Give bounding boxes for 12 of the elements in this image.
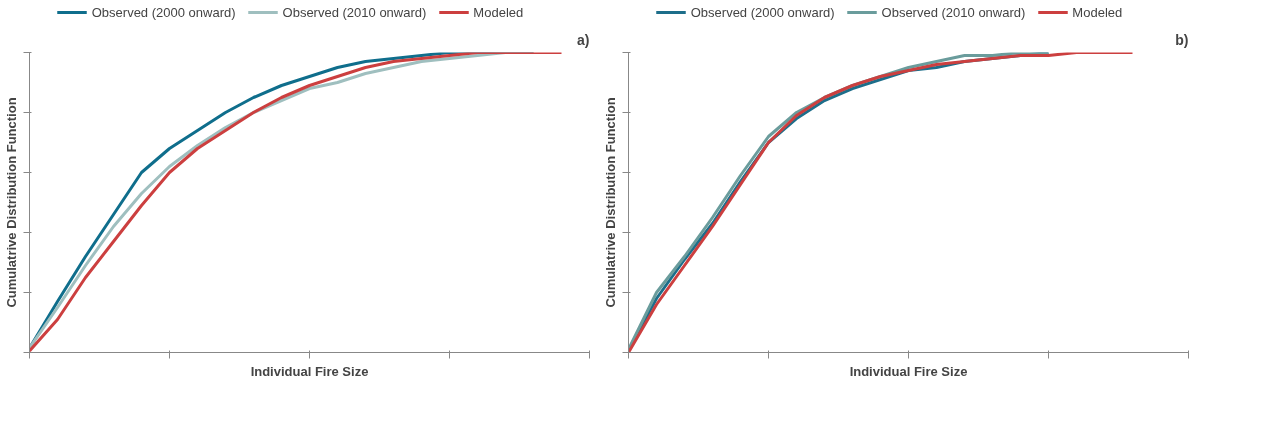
legend-label: Modeled — [473, 4, 524, 20]
text: a) — [577, 31, 590, 48]
x-axis-title: Individual Fire Size — [250, 363, 369, 379]
legend-label: Observed (2010 onward) — [282, 4, 427, 20]
legend-label: Observed (2010 onward) — [881, 4, 1026, 20]
x-axis-title: Individual Fire Size — [849, 363, 968, 379]
legend-label: Modeled — [1072, 4, 1123, 20]
y-axis-title: Cumulatrive Distribution Function — [602, 97, 618, 308]
legend-label: Observed (2000 onward) — [91, 4, 236, 20]
text: b) — [1175, 31, 1189, 48]
y-axis-title: Cumulatrive Distribution Function — [3, 97, 19, 308]
legend-label: Observed (2000 onward) — [690, 4, 835, 20]
